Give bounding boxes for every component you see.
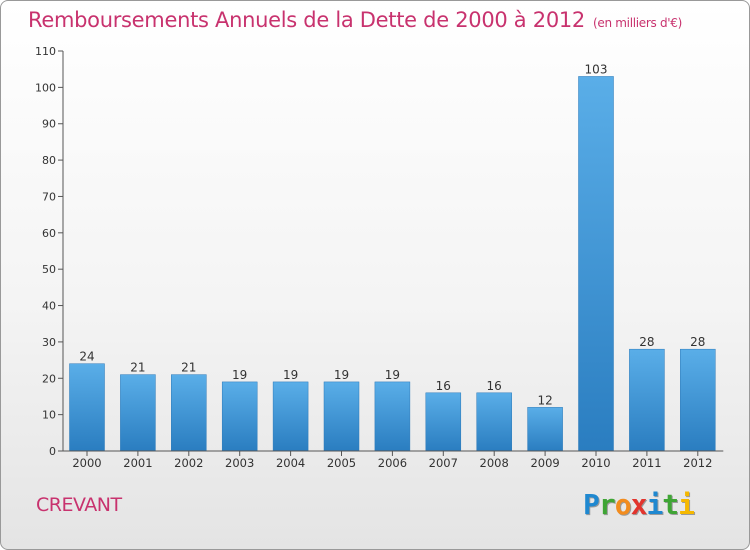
y-tick-label: 70 bbox=[42, 190, 56, 203]
bar-value-label: 19 bbox=[232, 368, 247, 382]
y-tick-label: 0 bbox=[49, 445, 56, 458]
x-tick-label: 2008 bbox=[480, 456, 509, 470]
bar-2009 bbox=[527, 407, 563, 452]
x-tick-label: 2010 bbox=[581, 456, 610, 470]
y-tick-label: 100 bbox=[35, 81, 56, 94]
logo-letter-4: i bbox=[646, 488, 663, 521]
bar-value-label: 21 bbox=[181, 361, 196, 375]
x-tick-label: 2003 bbox=[225, 456, 254, 470]
x-tick-label: 2009 bbox=[530, 456, 559, 470]
logo-letter-1: r bbox=[598, 488, 616, 521]
x-tick-label: 2005 bbox=[327, 456, 356, 470]
bar-2002 bbox=[171, 374, 207, 452]
chart-title-text: Remboursements Annuels de la Dette de 20… bbox=[28, 8, 585, 32]
x-tick-label: 2011 bbox=[632, 456, 661, 470]
x-tick-label: 2001 bbox=[123, 456, 152, 470]
bar-value-label: 19 bbox=[283, 368, 298, 382]
bar-value-label: 16 bbox=[487, 379, 502, 393]
logo-letter-0: P bbox=[583, 488, 600, 521]
y-tick-label: 10 bbox=[42, 409, 56, 422]
bar-2010 bbox=[578, 76, 614, 452]
logo-letter-6: i bbox=[678, 488, 695, 521]
y-axis: 0 10 20 30 40 50 60 70 80 90 100 110 bbox=[35, 45, 64, 458]
bar-2008 bbox=[476, 392, 512, 452]
x-axis: 2000 2001 2002 2003 2004 2005 2006 2007 2008 2009… bbox=[63, 450, 724, 470]
proxiti-logo[interactable]: Proxiti bbox=[583, 488, 695, 521]
y-tick-label: 60 bbox=[42, 227, 56, 240]
logo-letter-3: x bbox=[630, 488, 648, 521]
bar-2003 bbox=[221, 381, 258, 452]
bar-value-label: 12 bbox=[537, 393, 552, 407]
bar-2006 bbox=[374, 381, 411, 452]
y-tick-label: 20 bbox=[42, 372, 56, 385]
chart-title: Remboursements Annuels de la Dette de 20… bbox=[28, 8, 682, 32]
bar-2005 bbox=[323, 381, 360, 452]
bar-value-label: 19 bbox=[334, 368, 349, 382]
x-tick-label: 2006 bbox=[378, 456, 407, 470]
bars: 24 21 21 19 19 19 19 16 16 12 103 28 28 bbox=[69, 62, 716, 452]
bar-value-label: 24 bbox=[79, 350, 94, 364]
y-tick-label: 30 bbox=[42, 336, 56, 349]
y-tick-label: 80 bbox=[42, 154, 56, 167]
chart-subtitle: (en milliers d'€) bbox=[593, 16, 683, 30]
bar-value-label: 19 bbox=[385, 368, 400, 382]
bar-2001 bbox=[120, 374, 156, 452]
y-tick-label: 40 bbox=[42, 300, 56, 313]
logo-letter-5: t bbox=[662, 488, 679, 521]
bar-2007 bbox=[425, 392, 462, 452]
bar-2012 bbox=[680, 348, 716, 452]
bar-value-label: 16 bbox=[436, 379, 451, 393]
bar-value-label: 103 bbox=[585, 62, 608, 76]
y-tick-label: 110 bbox=[35, 45, 56, 58]
bar-value-label: 21 bbox=[130, 361, 145, 375]
bar-value-label: 28 bbox=[690, 335, 705, 349]
x-tick-label: 2012 bbox=[683, 456, 712, 470]
logo-letter-2: o bbox=[614, 488, 632, 521]
y-tick-label: 90 bbox=[42, 118, 56, 131]
commune-name: CREVANT bbox=[36, 494, 122, 516]
bar-2000 bbox=[69, 363, 105, 452]
bar-2004 bbox=[272, 381, 309, 452]
bar-value-label: 28 bbox=[639, 335, 654, 349]
x-tick-label: 2002 bbox=[174, 456, 203, 470]
x-tick-label: 2007 bbox=[429, 456, 458, 470]
bar-2011 bbox=[629, 348, 665, 452]
x-tick-label: 2004 bbox=[276, 456, 305, 470]
x-tick-label: 2000 bbox=[72, 456, 101, 470]
y-tick-label: 50 bbox=[42, 263, 56, 276]
